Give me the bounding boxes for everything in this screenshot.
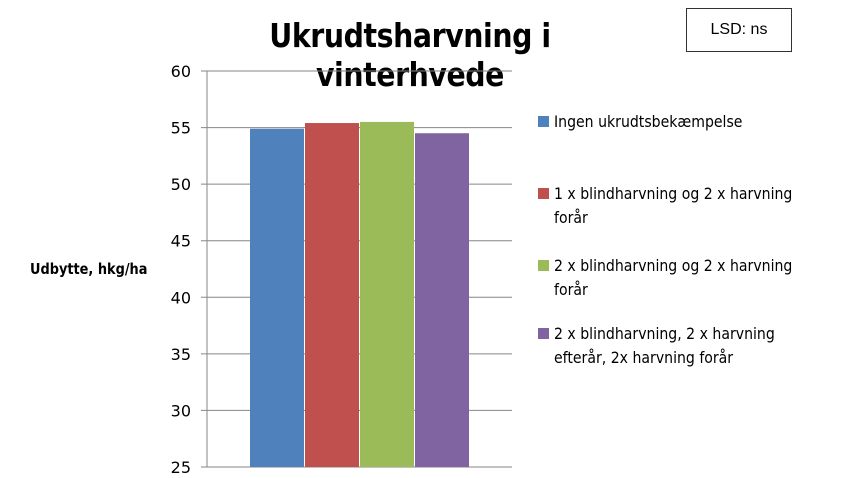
bar (360, 121, 414, 468)
legend-label: 1 x blindharvning og 2 x harvning forår (554, 184, 793, 227)
y-axis-label: Udbytte, hkg/ha (30, 260, 148, 278)
y-tick-label: 40 (171, 288, 191, 307)
legend-item: 2 x blindharvning og 2 x harvning forår (538, 254, 834, 302)
legend-swatch (538, 188, 549, 199)
y-tick-label: 35 (171, 345, 191, 364)
y-tick-label: 55 (171, 119, 191, 138)
bar (250, 128, 304, 467)
lsd-annotation: LSD: ns (686, 8, 792, 52)
legend-item: 2 x blindharvning, 2 x harvning efterår,… (538, 322, 834, 370)
legend-label: 2 x blindharvning og 2 x harvning forår (554, 256, 793, 299)
legend-swatch (538, 328, 549, 339)
bar (305, 123, 359, 467)
legend-item: 1 x blindharvning og 2 x harvning forår (538, 182, 834, 230)
legend-swatch (538, 116, 549, 127)
y-tick-label: 30 (171, 401, 191, 420)
y-tick-label: 25 (171, 458, 191, 477)
legend-label: 2 x blindharvning, 2 x harvning efterår,… (554, 324, 775, 367)
legend-label: Ingen ukrudtsbekæmpelse (554, 112, 743, 131)
legend-item: Ingen ukrudtsbekæmpelse (538, 110, 834, 134)
chart-title: Ukrudtsharvning i vinterhvede (269, 16, 551, 94)
y-tick-label: 60 (171, 62, 191, 81)
bar (415, 133, 469, 467)
y-tick-label: 45 (171, 232, 191, 251)
y-tick-label: 50 (171, 175, 191, 194)
legend-swatch (538, 260, 549, 271)
